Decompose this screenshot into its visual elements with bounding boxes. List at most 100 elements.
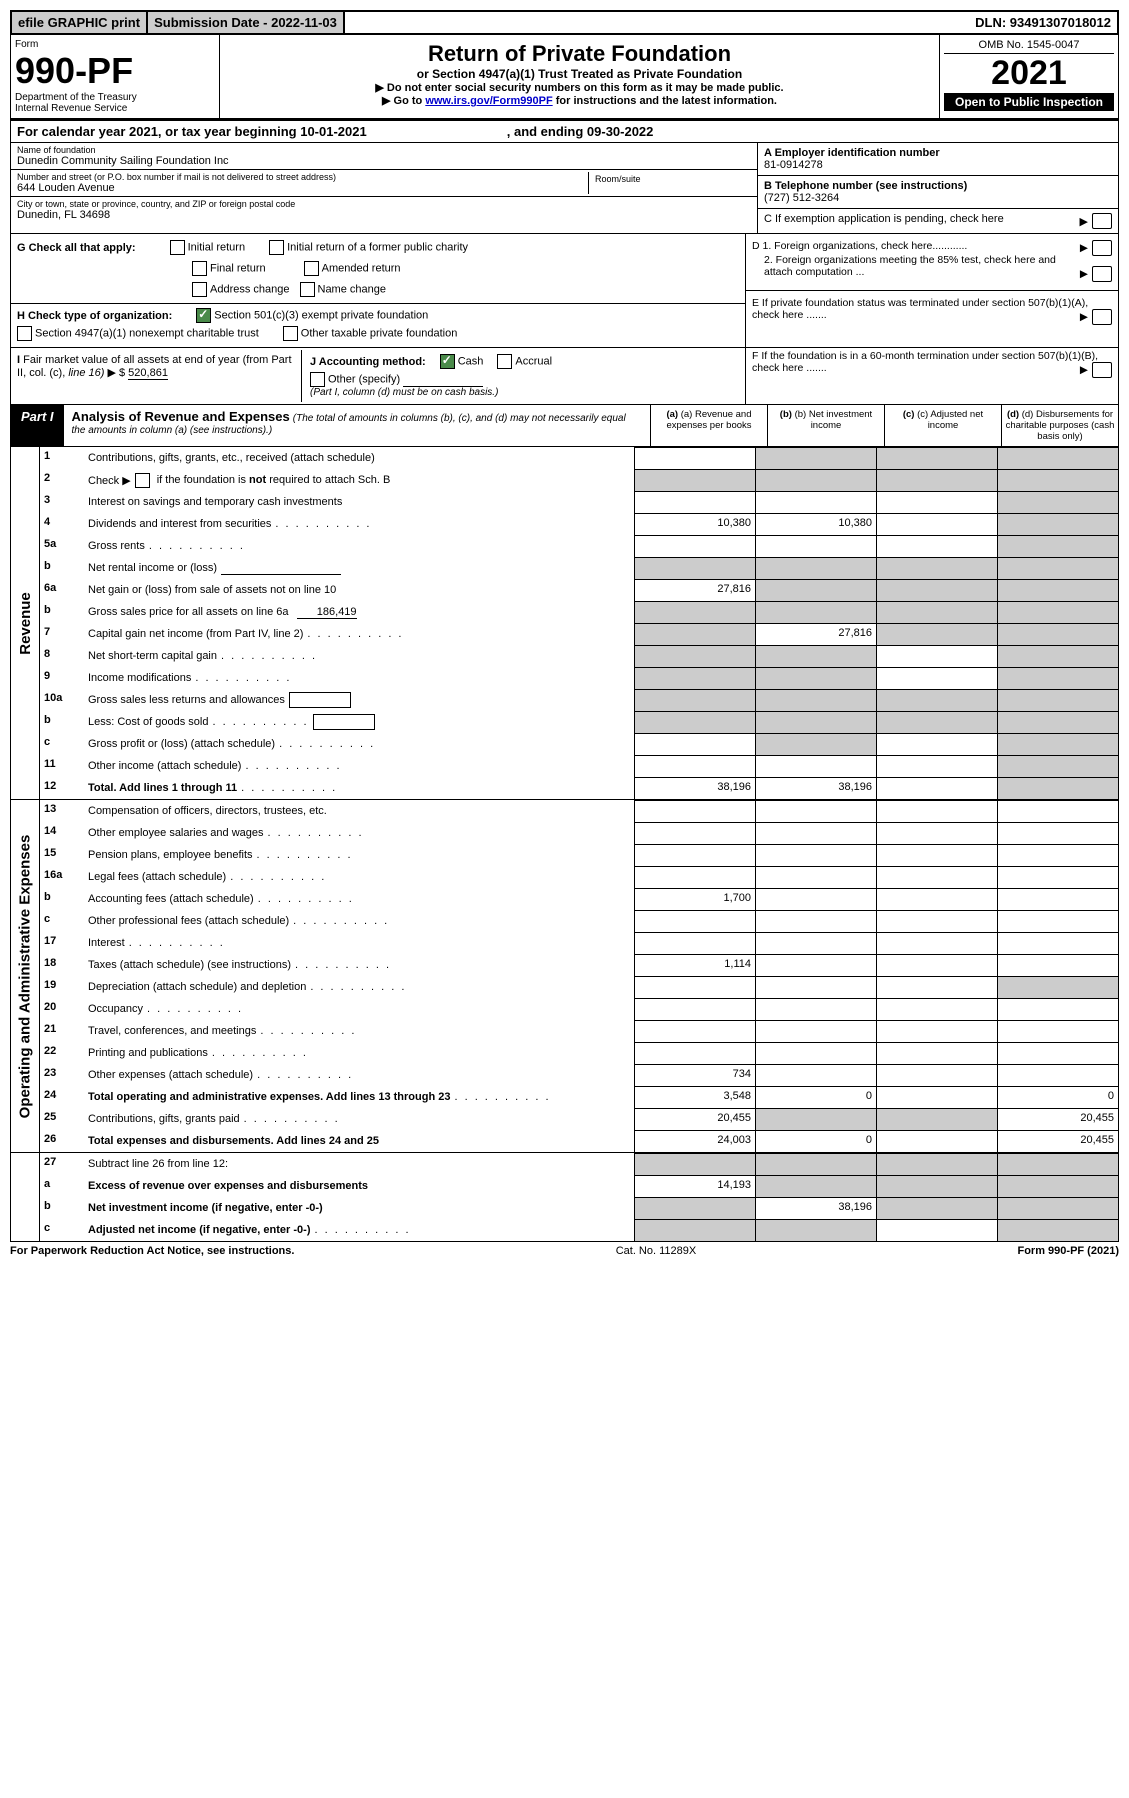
ssn-warning: ▶ Do not enter social security numbers o… [226,81,933,94]
chk-no-schb[interactable] [135,473,150,488]
row13-desc: Compensation of officers, directors, tru… [84,800,634,822]
row15-desc: Pension plans, employee benefits [84,844,634,866]
opt-501c3: Section 501(c)(3) exempt private foundat… [214,309,428,321]
row14-desc: Other employee salaries and wages [84,822,634,844]
row27c-desc: Adjusted net income (if negative, enter … [84,1219,634,1241]
part1-header: Part I Analysis of Revenue and Expenses … [10,405,1119,447]
city-state-zip: Dunedin, FL 34698 [17,209,751,221]
chk-cash[interactable] [440,354,455,369]
opt-4947: Section 4947(a)(1) nonexempt charitable … [35,327,259,339]
dln: DLN: 93491307018012 [969,12,1117,33]
row17-desc: Interest [84,932,634,954]
row12-desc: Total. Add lines 1 through 11 [84,777,634,799]
col-d-header: (d) (d) Disbursements for charitable pur… [1001,405,1118,446]
row7-desc: Capital gain net income (from Part IV, l… [84,623,634,645]
street-address: 644 Louden Avenue [17,182,588,194]
footer-left: For Paperwork Reduction Act Notice, see … [10,1245,294,1257]
row27-desc: Subtract line 26 from line 12: [84,1153,634,1175]
cal-end: , and ending 09-30-2022 [507,124,654,139]
d2-label: 2. Foreign organizations meeting the 85%… [764,254,1056,278]
chk-85pct-test[interactable] [1092,266,1112,282]
chk-other-taxable[interactable] [283,326,298,341]
row3-desc: Interest on savings and temporary cash i… [84,491,634,513]
chk-foreign-org[interactable] [1092,240,1112,256]
col-c-header: (c) (c) Adjusted net income [884,405,1001,446]
section-ijf: I Fair market value of all assets at end… [10,348,1119,405]
omb-number: OMB No. 1545-0047 [944,39,1114,54]
chk-address-change[interactable] [192,282,207,297]
opt-initial-return: Initial return [188,241,245,253]
note2-pre: ▶ Go to [382,95,425,107]
page-footer: For Paperwork Reduction Act Notice, see … [10,1242,1119,1260]
footer-right: Form 990-PF (2021) [1017,1245,1119,1257]
ein-value: 81-0914278 [764,159,1112,171]
chk-initial-return[interactable] [170,240,185,255]
h-label: H Check type of organization: [17,310,172,322]
g-label: G Check all that apply: [17,242,136,254]
opt-amended-return: Amended return [322,262,401,274]
opt-name-change: Name change [318,283,387,295]
e-label: E If private foundation status was termi… [752,297,1088,321]
row19-desc: Depreciation (attach schedule) and deple… [84,976,634,998]
form-number: 990-PF [15,50,215,92]
chk-other-method[interactable] [310,372,325,387]
row24-desc: Total operating and administrative expen… [84,1086,634,1108]
phone-label: B Telephone number (see instructions) [764,180,1112,192]
f-label: F If the foundation is in a 60-month ter… [752,350,1098,374]
submission-date: Submission Date - 2022-11-03 [148,12,345,33]
chk-accrual[interactable] [497,354,512,369]
top-bar: efile GRAPHIC print Submission Date - 20… [10,10,1119,35]
note2-post: for instructions and the latest informat… [553,95,777,107]
irs-link[interactable]: www.irs.gov/Form990PF [425,95,552,107]
chk-4947[interactable] [17,326,32,341]
name-label: Name of foundation [17,145,751,155]
line27-block: 27Subtract line 26 from line 12: aExcess… [10,1153,1119,1242]
expenses-section: Operating and Administrative Expenses 13… [10,800,1119,1153]
open-public-badge: Open to Public Inspection [944,93,1114,111]
row25-desc: Contributions, gifts, grants paid [84,1108,634,1130]
part1-label: Part I [11,405,64,446]
row6a-desc: Net gain or (loss) from sale of assets n… [84,579,634,601]
opt-initial-former: Initial return of a former public charit… [287,241,468,253]
row27a-desc: Excess of revenue over expenses and disb… [84,1175,634,1197]
opt-accrual: Accrual [515,355,552,367]
exemption-pending-checkbox[interactable] [1092,213,1112,229]
phone-value: (727) 512-3264 [764,192,1112,204]
row5b-desc: Net rental income or (loss) [84,557,634,579]
chk-60month[interactable] [1092,362,1112,378]
cal-begin: For calendar year 2021, or tax year begi… [17,124,367,139]
row5a-desc: Gross rents [84,535,634,557]
dept-treasury: Department of the Treasury [15,92,215,103]
chk-name-change[interactable] [300,282,315,297]
row22-desc: Printing and publications [84,1042,634,1064]
j-note: (Part I, column (d) must be on cash basi… [310,387,731,398]
chk-amended-return[interactable] [304,261,319,276]
chk-status-terminated[interactable] [1092,309,1112,325]
instructions-link-line: ▶ Go to www.irs.gov/Form990PF for instru… [226,94,933,107]
row10b-desc: Less: Cost of goods sold [84,711,634,733]
part1-title: Analysis of Revenue and Expenses [72,409,290,424]
fmv-value: 520,861 [128,367,168,380]
tax-year: 2021 [944,54,1114,93]
row21-desc: Travel, conferences, and meetings [84,1020,634,1042]
row18-desc: Taxes (attach schedule) (see instruction… [84,954,634,976]
col-a-header: (a) (a) Revenue and expenses per books [650,405,767,446]
row20-desc: Occupancy [84,998,634,1020]
efile-print-button[interactable]: efile GRAPHIC print [12,12,148,33]
row10a-desc: Gross sales less returns and allowances [84,689,634,711]
form-word: Form [15,39,215,50]
opt-final-return: Final return [210,262,266,274]
d1-label: D 1. Foreign organizations, check here..… [752,240,967,252]
identity-block: Name of foundation Dunedin Community Sai… [10,143,1119,234]
footer-mid: Cat. No. 11289X [616,1245,697,1257]
opt-address-change: Address change [210,283,290,295]
j-label: J Accounting method: [310,356,426,368]
ein-label: A Employer identification number [764,147,1112,159]
foundation-name: Dunedin Community Sailing Foundation Inc [17,155,751,167]
chk-initial-former[interactable] [269,240,284,255]
room-suite-label: Room/suite [588,172,751,194]
chk-501c3[interactable] [196,308,211,323]
revenue-section: Revenue 1Contributions, gifts, grants, e… [10,447,1119,800]
chk-final-return[interactable] [192,261,207,276]
row9-desc: Income modifications [84,667,634,689]
